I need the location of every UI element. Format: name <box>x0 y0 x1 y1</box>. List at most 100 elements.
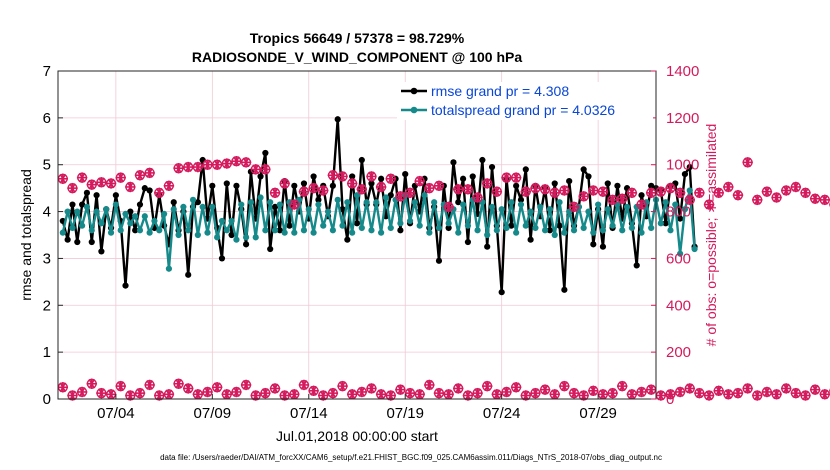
left-axis-tick-label: 3 <box>43 250 51 267</box>
obs-count-marker <box>424 182 435 194</box>
series-point <box>170 199 177 206</box>
series-point <box>628 224 635 232</box>
obs-count-marker <box>240 157 252 168</box>
series-point <box>267 245 274 253</box>
obs-count-marker <box>472 387 483 399</box>
obs-count-marker <box>173 163 184 174</box>
obs-count-marker <box>636 386 647 398</box>
series-point <box>484 231 491 239</box>
series-point <box>74 238 81 246</box>
obs-count-marker <box>713 187 724 199</box>
obs-count-marker <box>433 180 445 191</box>
series-point <box>460 175 467 182</box>
obs-count-marker <box>607 387 618 399</box>
x-axis-tick-label: 07/09 <box>194 405 232 422</box>
series-point <box>329 182 336 189</box>
series-point <box>127 208 134 215</box>
series-point <box>537 203 544 210</box>
obs-count-marker <box>655 186 667 197</box>
obs-count-marker <box>655 390 667 401</box>
obs-count-marker <box>308 385 319 396</box>
series-point <box>204 229 211 236</box>
series-1 <box>59 187 698 272</box>
obs-count-marker <box>694 187 705 199</box>
obs-count-marker <box>491 186 503 197</box>
obs-count-marker <box>703 390 715 401</box>
obs-count-marker <box>125 390 136 401</box>
obs-count-marker <box>404 387 416 399</box>
obs-count-marker <box>202 386 213 398</box>
right-axis-tick-label: 1200 <box>666 110 699 127</box>
series-point <box>189 196 197 203</box>
series-point <box>214 234 221 241</box>
series-point <box>435 257 443 264</box>
series-point <box>257 194 264 201</box>
obs-count-marker <box>626 187 638 199</box>
series-point <box>252 234 259 241</box>
obs-count-marker <box>713 385 724 396</box>
obs-count-marker <box>597 389 609 400</box>
series-point <box>532 224 539 232</box>
series-point <box>599 227 607 234</box>
obs-count-marker <box>414 175 425 187</box>
series-point <box>590 241 597 248</box>
obs-count-marker <box>790 387 802 399</box>
x-axis-tick-label: 07/14 <box>290 405 328 422</box>
series-point <box>281 229 288 236</box>
series-2 <box>57 156 830 213</box>
x-axis-tick-label: 07/24 <box>483 405 521 422</box>
series-point <box>662 220 669 227</box>
series-point <box>677 250 684 257</box>
series-point <box>450 159 457 166</box>
obs-count-marker <box>453 383 464 394</box>
series-point <box>455 229 462 236</box>
obs-count-marker <box>742 157 753 168</box>
series-point <box>291 182 298 189</box>
series-point <box>146 187 153 194</box>
obs-count-marker <box>752 390 763 401</box>
series-point <box>445 220 452 227</box>
series-point <box>382 194 390 201</box>
right-axis-tick-label: 800 <box>666 204 691 221</box>
series-point <box>421 192 428 199</box>
series-point <box>672 180 679 187</box>
series-point <box>604 206 611 213</box>
series-point <box>556 199 563 206</box>
obs-count-marker <box>819 194 830 206</box>
obs-count-marker <box>568 387 580 399</box>
series-point <box>546 206 554 213</box>
series-point <box>402 170 409 178</box>
obs-count-marker <box>86 378 97 389</box>
series-point <box>320 222 327 229</box>
series-point <box>59 229 66 236</box>
obs-count-marker <box>163 389 175 400</box>
series-point <box>619 227 626 234</box>
obs-count-marker <box>482 380 493 392</box>
obs-count-marker <box>366 383 377 394</box>
obs-count-marker <box>395 191 406 202</box>
series-point <box>556 222 563 229</box>
obs-count-marker <box>578 191 589 202</box>
series-point <box>64 208 71 215</box>
series-point <box>479 199 486 206</box>
obs-count-marker <box>375 389 387 400</box>
right-axis-tick-label: 0 <box>666 391 674 408</box>
series-point <box>218 255 226 262</box>
grid <box>58 71 656 399</box>
series-point <box>122 210 129 218</box>
obs-count-marker <box>115 380 126 392</box>
series-point <box>488 163 496 171</box>
obs-count-marker <box>617 193 628 204</box>
legend-box <box>397 82 653 120</box>
obs-count-marker <box>154 187 165 199</box>
series-point <box>64 236 71 243</box>
series-point <box>378 229 385 236</box>
series-point <box>74 208 81 215</box>
series-point <box>609 222 616 229</box>
obs-count-marker <box>443 389 454 400</box>
left-axis-tick-label: 0 <box>43 391 51 408</box>
series-point <box>358 156 365 164</box>
obs-count-marker <box>144 167 155 179</box>
series-point <box>233 182 240 189</box>
